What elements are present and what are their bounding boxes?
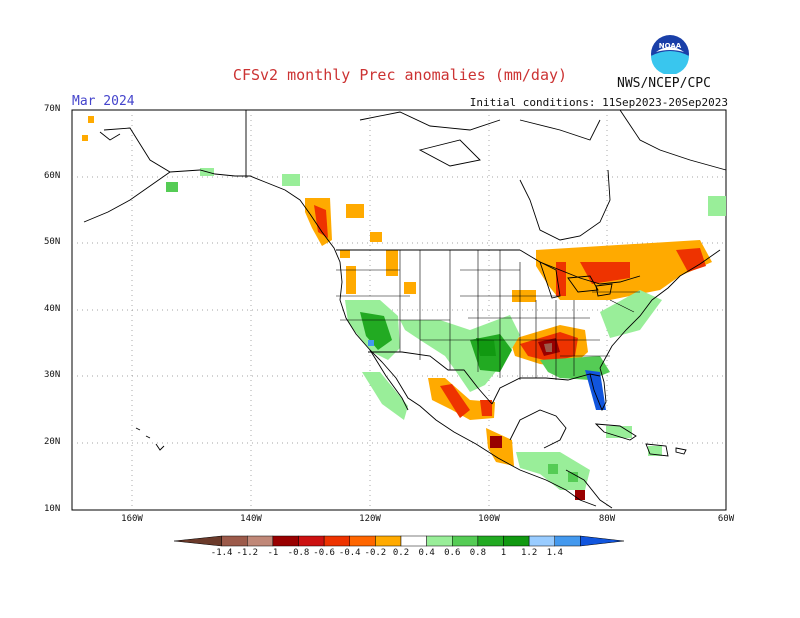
coastlines xyxy=(83,109,727,509)
state-borders xyxy=(336,250,640,380)
lat-label: 50N xyxy=(44,237,61,247)
lon-label: 100W xyxy=(478,514,500,524)
lon-label: 140W xyxy=(240,514,262,524)
colorbar-label: 0.2 xyxy=(392,548,410,558)
colorbar-label: -1.4 xyxy=(210,548,233,558)
lon-label: 120W xyxy=(359,514,381,524)
colorbar-label: 0.8 xyxy=(469,548,487,558)
lat-label: 60N xyxy=(44,171,61,181)
colorbar-label: 1 xyxy=(500,548,507,558)
lat-label: 10N xyxy=(44,504,61,514)
lat-label: 40N xyxy=(44,304,61,314)
colorbar-label: -0.6 xyxy=(313,548,335,558)
svg-text:NOAA: NOAA xyxy=(659,42,682,50)
colorbar-label: -0.2 xyxy=(364,548,387,558)
lat-label: 20N xyxy=(44,437,61,447)
colorbar-label: 1.4 xyxy=(546,548,563,558)
colorbar-label: 0.4 xyxy=(418,548,435,558)
lat-label: 70N xyxy=(44,104,61,114)
target-month: Mar 2024 xyxy=(72,94,135,109)
colorbar-label: -0.8 xyxy=(287,548,310,558)
initial-conditions: Initial conditions: 11Sep2023-20Sep2023 xyxy=(469,96,728,109)
agency-label: NWS/NCEP/CPC xyxy=(617,76,711,91)
colorbar-label: -0.4 xyxy=(338,548,361,558)
lon-label: 160W xyxy=(121,514,143,524)
lon-label: 60W xyxy=(717,514,735,524)
colorbar-label: -1.2 xyxy=(236,548,259,558)
lat-label: 30N xyxy=(44,370,61,380)
colorbar-label: 0.6 xyxy=(444,548,461,558)
colorbar-label: 1.2 xyxy=(520,548,538,558)
lon-label: 80W xyxy=(598,514,616,524)
colorbar-label: -1 xyxy=(267,548,279,558)
map-title: CFSv2 monthly Prec anomalies (mm/day) xyxy=(232,66,568,84)
noaa-logo: NOAA xyxy=(651,35,689,74)
